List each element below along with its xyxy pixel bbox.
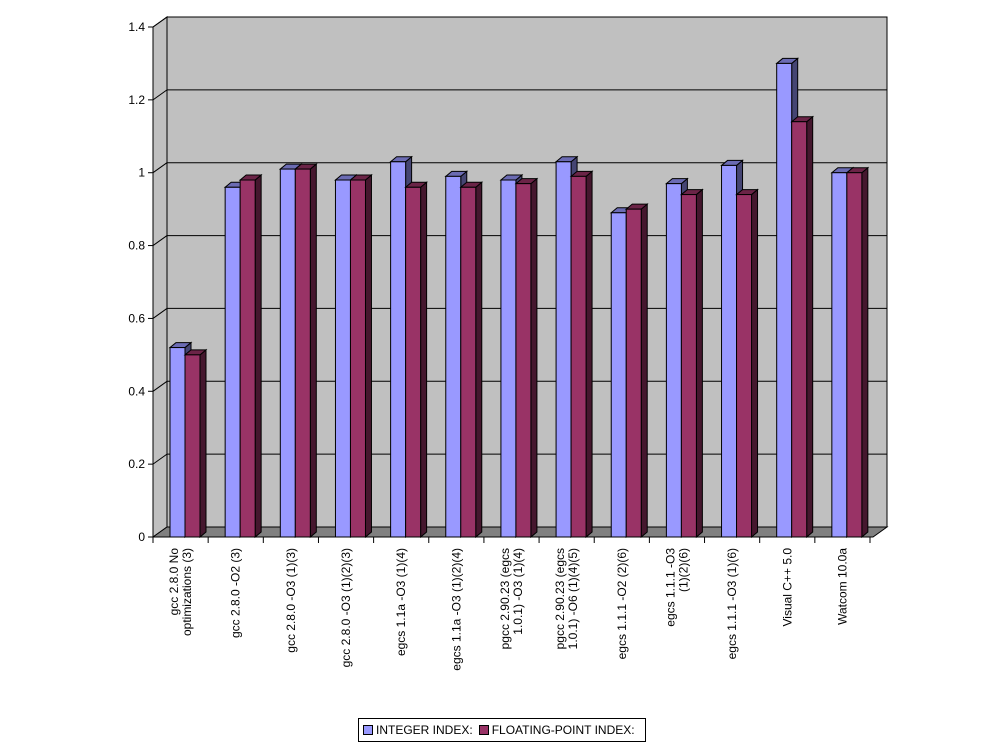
bar-integer — [500, 179, 517, 538]
legend-entry-integer: INTEGER INDEX: — [363, 723, 473, 737]
bar-integer — [445, 175, 462, 538]
bar-integer — [334, 179, 351, 538]
bar-side-floating-point — [420, 181, 428, 539]
x-tick-label: pgcc 2.90.23 (egcs1.0.1) -O6 (1)(4)(5) — [553, 548, 580, 649]
legend-swatch-integer — [363, 725, 373, 735]
y-tick-label: 0.6 — [128, 311, 145, 325]
gridline-side — [152, 308, 168, 319]
x-tick-label: gcc 2.8.0 -O2 (3) — [229, 548, 243, 638]
x-tick-label: egcs 1.1a -O3 (1)(2)(4) — [449, 548, 463, 671]
x-tick-label: gcc 2.8.0 Nooptimizations (3) — [167, 548, 194, 636]
gridline-side — [152, 453, 168, 465]
y-tick-label: 1.4 — [128, 20, 145, 34]
bar-side-floating-point — [751, 188, 759, 539]
bar-side-floating-point — [806, 115, 814, 539]
x-tick-label: gcc 2.8.0 -O3 (1)(3) — [284, 548, 298, 653]
bar-integer — [555, 161, 572, 538]
legend: INTEGER INDEX: FLOATING-POINT INDEX: — [358, 718, 646, 742]
gridline-side — [152, 162, 168, 174]
x-tick-label: egcs 1.1.1 -O3(1)(2)(6) — [663, 548, 690, 627]
bar-side-floating-point — [530, 177, 538, 539]
bar-integer — [224, 186, 241, 538]
bar-integer — [390, 161, 407, 538]
bar-floating-point — [736, 194, 753, 538]
bar-floating-point — [460, 186, 477, 538]
x-tick-label: egcs 1.1.1 -O2 (2)(6) — [615, 548, 629, 659]
y-tick-label: 1.2 — [128, 93, 145, 107]
gridline-side — [152, 89, 168, 101]
bar-floating-point — [570, 175, 587, 538]
x-tick-label: Visual C++ 5.0 — [780, 548, 794, 627]
bar-integer — [721, 164, 738, 538]
legend-swatch-floating-point — [478, 725, 489, 735]
bar-integer — [610, 212, 627, 538]
x-tick-label: Watcom 10.0a — [835, 548, 849, 625]
bar-floating-point — [294, 168, 311, 538]
y-tick-label: 1 — [138, 166, 145, 180]
bar-side-floating-point — [640, 203, 648, 539]
bar-side-floating-point — [861, 166, 869, 539]
y-tick-label: 0.4 — [128, 384, 145, 398]
gridline-side — [152, 380, 168, 392]
bar-side-floating-point — [309, 163, 317, 539]
bar-integer — [831, 172, 848, 538]
gridline-side — [152, 235, 168, 246]
bar-side-floating-point — [475, 181, 483, 539]
y-tick-label: 0.2 — [128, 457, 145, 471]
y-tick-label: 0.8 — [128, 239, 145, 253]
bar-floating-point — [680, 194, 697, 538]
bar-floating-point — [239, 179, 256, 538]
bar-floating-point — [791, 121, 808, 538]
bar-integer — [279, 168, 296, 538]
bar-integer — [665, 183, 682, 538]
bar-floating-point — [184, 354, 201, 538]
x-tick-label: egcs 1.1.1 -O3 (1)(6) — [725, 548, 739, 659]
bar-side-floating-point — [254, 173, 262, 539]
gridline-side — [152, 16, 168, 28]
legend-label-floating-point: FLOATING-POINT INDEX: — [491, 723, 635, 737]
bar-side-floating-point — [364, 173, 372, 539]
bar-floating-point — [625, 208, 642, 538]
bar-side-floating-point — [199, 348, 207, 539]
bar-integer — [169, 347, 186, 538]
bar-side-floating-point — [695, 188, 703, 539]
x-tick-label: gcc 2.8.0 -O3 (1)(2)(3) — [339, 548, 353, 667]
bar-integer — [776, 62, 793, 538]
bar-side-floating-point — [585, 170, 593, 539]
bar-floating-point — [405, 186, 422, 538]
y-tick-label: 0 — [138, 530, 145, 544]
legend-entry-floating-point: FLOATING-POINT INDEX: — [478, 723, 635, 737]
x-tick-label: pgcc 2.90.23 (egcs1.0.1) -O3 (1)(4) — [498, 548, 525, 649]
bar-floating-point — [846, 172, 863, 538]
bar-floating-point — [515, 183, 532, 538]
legend-label-integer: INTEGER INDEX: — [376, 723, 473, 737]
x-tick-label: egcs 1.1a -O3 (1)(4) — [394, 548, 408, 656]
bar-floating-point — [349, 179, 366, 538]
